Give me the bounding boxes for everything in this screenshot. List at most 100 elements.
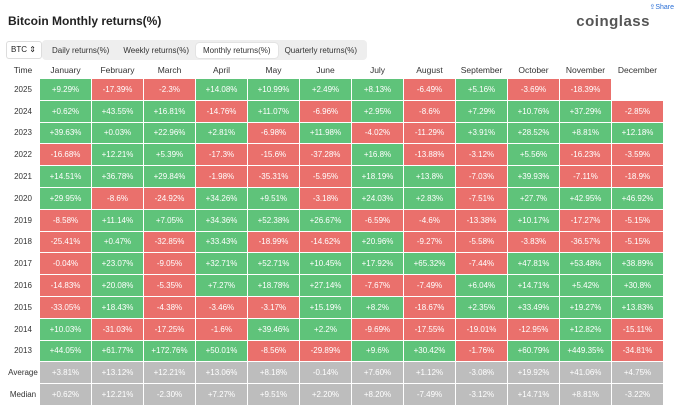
return-cell: -3.17% (248, 296, 299, 318)
return-cell: -17.39% (92, 79, 143, 100)
column-header: December (617, 65, 658, 75)
return-cell: +12.21% (92, 384, 143, 405)
return-cell: -36.57% (560, 231, 611, 253)
logo: coinglass (576, 13, 650, 30)
return-cell: -9.69% (352, 318, 403, 340)
row-label: 2015 (14, 302, 32, 312)
return-cell: +39.46% (248, 318, 299, 340)
return-cell: +4.75% (612, 362, 663, 384)
return-cell: +38.89% (612, 253, 663, 275)
return-cell: -7.03% (456, 166, 507, 187)
return-cell: -6.59% (352, 209, 403, 231)
return-cell: -9.05% (144, 253, 195, 275)
return-cell: -6.96% (300, 100, 351, 122)
return-cell: +50.01% (196, 340, 247, 362)
return-cell: -5.15% (612, 209, 663, 231)
return-cell: +18.19% (352, 166, 403, 187)
return-cell: +7.29% (456, 100, 507, 122)
return-cell: +27.14% (300, 275, 351, 296)
return-cell: +32.71% (196, 253, 247, 275)
table-row: 2021 +14.51% +36.78% +29.84% -1.98% -35.31% -5… (7, 166, 663, 187)
row-label: 2017 (14, 259, 32, 269)
column-header: September (460, 65, 503, 75)
return-cell: +5.16% (456, 79, 507, 100)
tab[interactable]: Weekly returns(%) (123, 45, 189, 55)
column-header: May (265, 65, 282, 75)
return-cell: +14.71% (508, 384, 559, 405)
row-label: Average (8, 368, 38, 378)
return-cell: +16.8% (352, 144, 403, 166)
return-cell: +12.82% (560, 318, 611, 340)
return-cell: -7.44% (456, 253, 507, 275)
row-label: Median (9, 390, 37, 400)
return-cell: +39.63% (40, 122, 91, 144)
column-header: January (50, 65, 81, 75)
share-label[interactable]: Share (655, 4, 674, 11)
return-cell: +33.49% (508, 296, 559, 318)
returns-table: Time January February March April May June July… (6, 61, 664, 406)
return-cell: +7.27% (196, 384, 247, 405)
return-cell: +8.81% (560, 384, 611, 405)
row-label: 2013 (14, 346, 32, 356)
return-cell: +65.32% (404, 253, 455, 275)
return-cell: +11.07% (248, 100, 299, 122)
return-cell: -2.30% (144, 384, 195, 405)
return-cell: -1.76% (456, 340, 507, 362)
return-cell: -5.15% (612, 231, 663, 253)
return-cell: -16.23% (560, 144, 611, 166)
return-cell: -7.51% (456, 187, 507, 209)
return-cell: +0.03% (92, 122, 143, 144)
coin-select[interactable]: BTC ⇕ (6, 41, 42, 59)
return-cell: -14.83% (40, 275, 91, 296)
table-row: 2018 -25.41% +0.47% -32.85% +33.43% -18.99% -1… (7, 231, 663, 253)
column-header: April (212, 65, 230, 75)
return-cell: +10.03% (40, 318, 91, 340)
return-cell: -7.67% (352, 275, 403, 296)
return-cell: -3.59% (612, 144, 663, 166)
return-cell: +29.84% (144, 166, 195, 187)
table-row: Average +3.81% +13.12% +12.21% +13.06% +8.18%… (7, 362, 663, 384)
coin-label[interactable]: BTC (11, 45, 27, 54)
return-cell: +46.92% (612, 187, 663, 209)
return-cell: +10.17% (508, 209, 559, 231)
tab[interactable]: Daily returns(%) (52, 45, 110, 55)
return-cell: +17.92% (352, 253, 403, 275)
return-cell: +0.62% (40, 100, 91, 122)
return-cell: +11.98% (300, 122, 351, 144)
return-cell: +60.79% (508, 340, 559, 362)
return-cell: +52.38% (248, 209, 299, 231)
return-cell: +449.35% (560, 340, 611, 362)
return-cell: -14.76% (196, 100, 247, 122)
return-cell: -3.69% (508, 79, 559, 100)
share-button[interactable]: ⇪Share (649, 4, 674, 11)
return-cell: +2.2% (300, 318, 351, 340)
return-cell: +8.13% (352, 79, 403, 100)
column-header: February (100, 65, 135, 75)
tab[interactable]: Monthly returns(%) (196, 42, 278, 58)
return-cell: +52.71% (248, 253, 299, 275)
return-cell: +61.77% (92, 340, 143, 362)
return-cell: +19.92% (508, 362, 559, 384)
return-cell: +26.67% (300, 209, 351, 231)
return-cell: -17.27% (560, 209, 611, 231)
return-cell: -3.22% (612, 384, 663, 405)
return-cell: +16.81% (144, 100, 195, 122)
return-cell: +8.18% (248, 362, 299, 384)
return-cell: +15.19% (300, 296, 351, 318)
return-cell: -13.38% (456, 209, 507, 231)
return-cell: -37.28% (300, 144, 351, 166)
return-cell: -4.38% (144, 296, 195, 318)
tab[interactable]: Quarterly returns(%) (284, 45, 358, 55)
column-header: October (518, 65, 549, 75)
return-cell: -6.98% (248, 122, 299, 144)
return-cell: +53.48% (560, 253, 611, 275)
return-cell: -25.41% (40, 231, 91, 253)
column-header: March (157, 65, 182, 75)
return-cell: -19.01% (456, 318, 507, 340)
tab-bar: Daily returns(%) Weekly returns(%) Monthly… (42, 40, 368, 60)
return-cell: +8.20% (352, 384, 403, 405)
return-cell: -3.18% (300, 187, 351, 209)
return-cell: +7.27% (196, 275, 247, 296)
return-cell: +24.03% (352, 187, 403, 209)
table-row: 2017 -0.04% +23.07% -9.05% +32.71% +52.71% +10… (7, 253, 663, 275)
